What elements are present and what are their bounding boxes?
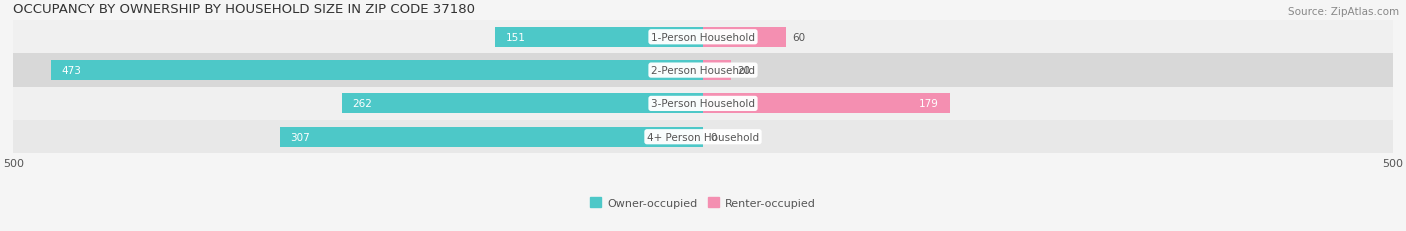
Text: 1-Person Household: 1-Person Household	[651, 33, 755, 43]
Text: 179: 179	[920, 99, 939, 109]
Text: 262: 262	[353, 99, 373, 109]
Text: 3-Person Household: 3-Person Household	[651, 99, 755, 109]
Text: 4+ Person Household: 4+ Person Household	[647, 132, 759, 142]
Text: 0: 0	[710, 132, 717, 142]
Bar	[51, 61, 703, 81]
Bar	[13, 54, 1393, 87]
Bar	[495, 28, 703, 48]
Bar	[13, 21, 1393, 54]
Text: Source: ZipAtlas.com: Source: ZipAtlas.com	[1288, 7, 1399, 17]
Bar	[703, 61, 731, 81]
Bar	[280, 127, 703, 147]
Text: 2-Person Household: 2-Person Household	[651, 66, 755, 76]
Bar	[342, 94, 703, 114]
Text: 60: 60	[793, 33, 806, 43]
Bar	[703, 28, 786, 48]
Text: 307: 307	[291, 132, 311, 142]
Text: 20: 20	[738, 66, 751, 76]
Text: OCCUPANCY BY OWNERSHIP BY HOUSEHOLD SIZE IN ZIP CODE 37180: OCCUPANCY BY OWNERSHIP BY HOUSEHOLD SIZE…	[13, 3, 475, 16]
Bar	[13, 121, 1393, 154]
Bar	[703, 94, 950, 114]
Text: 473: 473	[62, 66, 82, 76]
Legend: Owner-occupied, Renter-occupied: Owner-occupied, Renter-occupied	[591, 198, 815, 208]
Text: 151: 151	[506, 33, 526, 43]
Bar	[13, 87, 1393, 121]
